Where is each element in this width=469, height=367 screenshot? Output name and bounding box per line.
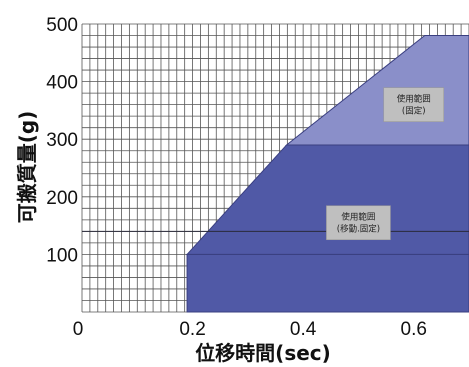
annotation-line: 使用範囲 <box>397 94 431 105</box>
annotation-0: 使用範囲(固定) <box>383 87 445 122</box>
y-tick-label: 200 <box>46 188 78 209</box>
annotation-line: (固定) <box>402 106 426 117</box>
x-tick-label: 0.4 <box>290 319 317 340</box>
y-tick-labels: 100 200 300 400 500 <box>46 15 78 266</box>
y-tick-label: 500 <box>46 15 78 36</box>
y-axis-title: 可搬質量(g) <box>15 111 39 224</box>
x-tick-label: 0 <box>73 319 84 340</box>
annotation-line: 使用範囲 <box>341 212 375 223</box>
x-tick-labels: 0 0.2 0.4 0.6 <box>73 319 427 340</box>
x-tick-label: 0.2 <box>179 319 205 340</box>
annotation-line: (移動.固定) <box>337 224 380 235</box>
series-region-1 <box>185 144 469 255</box>
y-tick-label: 300 <box>46 130 78 151</box>
annotation-box <box>326 205 391 241</box>
annotations: 使用範囲(固定)使用範囲(移動.固定) <box>326 87 445 241</box>
series-region-0 <box>186 253 469 313</box>
annotation-box <box>383 87 445 122</box>
x-axis-title: 位移時間(sec) <box>195 341 331 365</box>
x-tick-label: 0.6 <box>401 319 427 340</box>
y-tick-label: 400 <box>46 73 78 94</box>
annotation-1: 使用範囲(移動.固定) <box>326 205 391 241</box>
y-tick-label: 100 <box>46 245 78 266</box>
